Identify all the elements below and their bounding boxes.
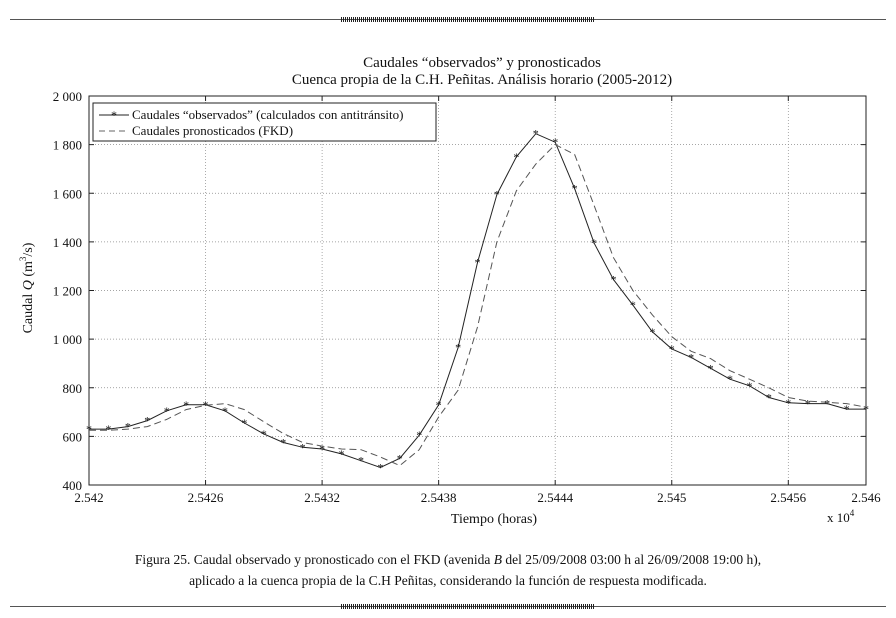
series-layer: * * * * * * * * * * * * * * * * * * * * * * * * * * * * * * * * * * * * * * * *… (86, 127, 869, 475)
observed-point-marker: * (513, 150, 519, 164)
chart: Caudales “observados” y pronosticados Cu… (18, 55, 881, 527)
y-tick-label: 1 800 (53, 138, 82, 153)
observed-point-marker: * (280, 435, 286, 449)
chart-title-line1: Caudales “observados” y pronosticados (363, 55, 601, 71)
observed-point-marker: * (144, 414, 150, 428)
observed-point-marker: * (241, 416, 247, 430)
observed-point-marker: * (86, 422, 92, 436)
x-tick-label: 2.5426 (188, 490, 224, 505)
observed-point-marker: * (552, 135, 558, 149)
y-tick-label: 1 000 (53, 332, 82, 347)
observed-point-marker: * (416, 428, 422, 442)
observed-point-marker: * (436, 398, 442, 412)
observed-point-marker: * (669, 342, 675, 356)
observed-point-marker: * (863, 402, 869, 416)
observed-point-marker: * (222, 404, 228, 418)
observed-point-marker: * (125, 420, 131, 434)
y-tick-label: 1 600 (53, 186, 82, 201)
observed-point-marker: * (591, 236, 597, 250)
observed-point-marker: * (319, 442, 325, 456)
observed-point-marker: * (649, 325, 655, 339)
grid (89, 96, 866, 485)
y-tick-label: 2 000 (53, 89, 82, 104)
observed-point-marker: * (824, 397, 830, 411)
axis-ticks (88, 95, 867, 486)
y-tick-label: 1 400 (53, 235, 82, 250)
observed-point-marker: * (475, 256, 481, 270)
observed-point-marker: * (494, 187, 500, 201)
x-tick-label: 2.5432 (304, 490, 340, 505)
observed-point-marker: * (766, 390, 772, 404)
x-tick-label: 2.5438 (421, 490, 457, 505)
observed-point-marker: * (164, 404, 170, 418)
observed-point-marker: * (746, 379, 752, 393)
observed-point-marker: * (397, 451, 403, 465)
legend-observed-label: Caudales “observados” (calculados con an… (132, 107, 403, 122)
observed-point-marker: * (805, 397, 811, 411)
observed-point-marker: * (300, 440, 306, 454)
observed-point-marker: * (358, 454, 364, 468)
observed-point-marker: * (727, 372, 733, 386)
x-tick-label: 2.5456 (770, 490, 806, 505)
x-axis-label: Tiempo (horas) (451, 512, 538, 527)
observed-point-marker: * (844, 402, 850, 416)
legend-observed-marker: * (111, 108, 117, 122)
observed-point-marker: * (261, 427, 267, 441)
x-tick-label: 2.545 (657, 490, 686, 505)
figure-caption-line1: Figura 25. Caudal observado y pronostica… (134, 552, 762, 567)
y-tick-label: 800 (63, 381, 83, 396)
observed-point-marker: * (610, 273, 616, 287)
observed-point-marker: * (377, 460, 383, 474)
bottom-rule-ornament (341, 604, 595, 609)
chart-title-line2: Cuenca propia de la C.H. Peñitas. Anális… (292, 72, 672, 88)
observed-point-marker: * (630, 298, 636, 312)
observed-point-marker: * (785, 396, 791, 410)
y-axis-label: Caudal Q (m3/s) (18, 242, 36, 333)
x-axis-multiplier: x 104 (827, 508, 855, 525)
observed-point-marker: * (533, 127, 539, 141)
observed-point-marker: * (688, 350, 694, 364)
observed-point-marker: * (572, 181, 578, 195)
x-tick-label: 2.5444 (537, 490, 573, 505)
legend-box (92, 102, 437, 142)
top-rule-ornament (341, 17, 595, 22)
observed-point-marker: * (105, 422, 111, 436)
observed-point-marker: * (708, 361, 714, 375)
forecast-series-line (89, 143, 867, 467)
legend-forecast-label: Caudales pronosticados (FKD) (132, 123, 293, 138)
x-tick-label: 2.546 (851, 490, 881, 505)
x-tick-label: 2.542 (74, 490, 103, 505)
observed-series-line (89, 133, 866, 469)
observed-point-marker: * (455, 341, 461, 355)
y-tick-label: 400 (63, 478, 83, 493)
observed-point-marker: * (339, 447, 345, 461)
figure-caption-line2: aplicado a la cuenca propia de la C.H Pe… (189, 573, 707, 588)
legend: * Caudales “observados” (calculados con … (92, 102, 437, 142)
observed-point-marker: * (203, 398, 209, 412)
y-tick-label: 1 200 (53, 284, 82, 299)
y-tick-label: 600 (63, 429, 83, 444)
observed-point-marker: * (183, 398, 189, 412)
